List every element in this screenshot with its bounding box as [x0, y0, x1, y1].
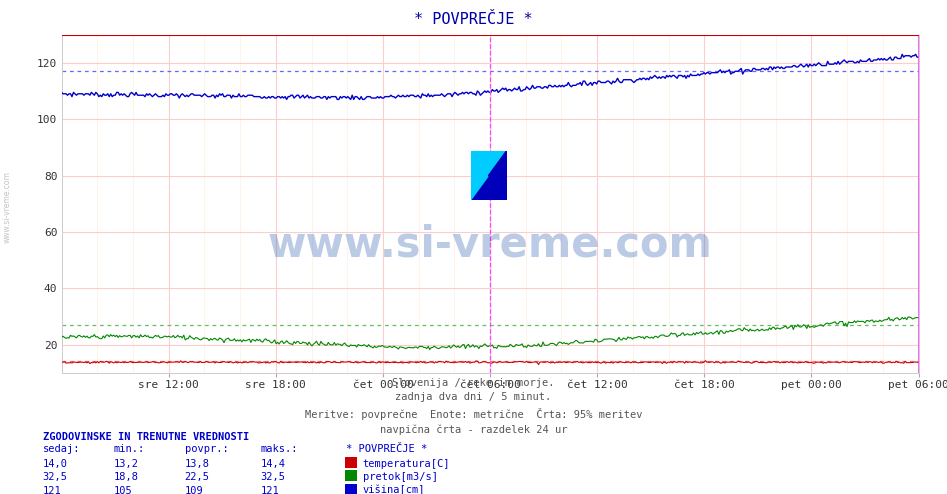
Polygon shape [471, 151, 507, 175]
Text: * POVPREČJE *: * POVPREČJE * [414, 12, 533, 27]
Polygon shape [471, 151, 489, 200]
Text: ZGODOVINSKE IN TRENUTNE VREDNOSTI: ZGODOVINSKE IN TRENUTNE VREDNOSTI [43, 432, 249, 442]
Text: 32,5: 32,5 [43, 472, 67, 482]
Polygon shape [471, 175, 507, 200]
Text: povpr.:: povpr.: [185, 444, 228, 454]
Text: 32,5: 32,5 [260, 472, 285, 482]
Text: 22,5: 22,5 [185, 472, 209, 482]
Text: www.si-vreme.com: www.si-vreme.com [3, 171, 12, 244]
Text: 13,8: 13,8 [185, 459, 209, 469]
Text: 109: 109 [185, 486, 204, 494]
Text: 14,4: 14,4 [260, 459, 285, 469]
Text: www.si-vreme.com: www.si-vreme.com [268, 223, 712, 265]
Text: 121: 121 [260, 486, 279, 494]
Text: min.:: min.: [114, 444, 145, 454]
Text: 13,2: 13,2 [114, 459, 138, 469]
Text: sedaj:: sedaj: [43, 444, 80, 454]
Text: pretok[m3/s]: pretok[m3/s] [363, 472, 438, 482]
Text: Slovenija / reke in morje.
zadnja dva dni / 5 minut.
Meritve: povprečne  Enote: : Slovenija / reke in morje. zadnja dva dn… [305, 378, 642, 435]
Text: temperatura[C]: temperatura[C] [363, 459, 450, 469]
Text: 14,0: 14,0 [43, 459, 67, 469]
Text: višina[cm]: višina[cm] [363, 485, 425, 494]
Text: * POVPREČJE *: * POVPREČJE * [346, 444, 427, 454]
Text: 18,8: 18,8 [114, 472, 138, 482]
Text: 105: 105 [114, 486, 133, 494]
Text: maks.:: maks.: [260, 444, 298, 454]
Polygon shape [489, 151, 507, 200]
Text: 121: 121 [43, 486, 62, 494]
